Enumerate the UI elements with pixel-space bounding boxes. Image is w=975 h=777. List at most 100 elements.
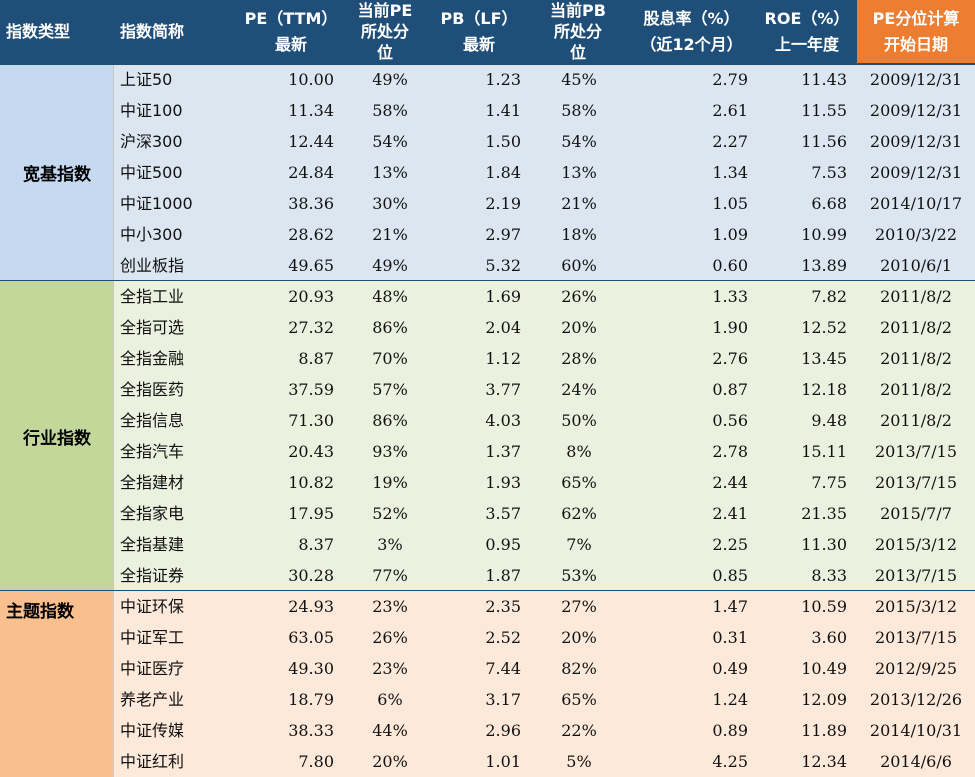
index-name: 中证500 <box>120 163 183 182</box>
pe-percentile: 70% <box>372 349 408 368</box>
pe-value: 17.95 <box>288 504 334 523</box>
index-name: 中证传媒 <box>120 721 185 740</box>
index-name: 中证环保 <box>120 597 185 616</box>
index-name: 全指医药 <box>120 380 185 399</box>
table-row <box>114 343 975 374</box>
dividend-yield: 1.34 <box>712 163 748 182</box>
pb-percentile: 65% <box>561 690 597 709</box>
table-row <box>114 126 975 157</box>
dividend-yield: 2.61 <box>712 101 748 120</box>
pb-percentile: 60% <box>561 256 597 275</box>
pb-value: 1.41 <box>485 101 521 120</box>
header-pb: PB（LF） 最新 <box>428 0 530 64</box>
pe-percentile: 6% <box>377 690 403 709</box>
header-dividend: 股息率（%） （近12个月） <box>626 0 757 64</box>
roe-value: 10.49 <box>801 659 847 678</box>
table-row <box>114 250 975 281</box>
pb-percentile: 21% <box>561 194 597 213</box>
pe-start-date: 2011/8/2 <box>880 287 952 306</box>
dividend-yield: 4.25 <box>712 752 748 771</box>
pb-percentile: 54% <box>561 132 597 151</box>
pe-start-date: 2015/3/12 <box>874 535 958 554</box>
dividend-yield: 0.89 <box>712 721 748 740</box>
pb-percentile: 62% <box>561 504 597 523</box>
dividend-yield: 0.49 <box>712 659 748 678</box>
pe-start-date: 2013/7/15 <box>874 628 958 647</box>
header-name-l1: 指数简称 <box>120 22 185 41</box>
table-row <box>114 188 975 219</box>
pb-percentile: 20% <box>561 318 597 337</box>
pb-value: 1.69 <box>485 287 521 306</box>
header-name: 指数简称 <box>114 0 240 64</box>
roe-value: 12.09 <box>801 690 847 709</box>
roe-value: 10.99 <box>801 225 847 244</box>
roe-value: 12.18 <box>801 380 847 399</box>
index-name: 全指工业 <box>120 287 185 306</box>
roe-value: 13.89 <box>801 256 847 275</box>
header-pe-l1: PE（TTM） <box>244 9 338 28</box>
header-pe-percentile-l3: 位 <box>376 43 393 62</box>
pe-value: 11.34 <box>288 101 334 120</box>
dividend-yield: 0.31 <box>712 628 748 647</box>
pe-value: 38.36 <box>288 194 334 213</box>
index-name: 中证1000 <box>120 194 193 213</box>
index-name: 中证军工 <box>120 628 185 647</box>
header-pb-l2: 最新 <box>462 35 495 54</box>
pb-percentile: 82% <box>561 659 597 678</box>
dividend-yield: 1.24 <box>712 690 748 709</box>
table-row <box>114 715 975 746</box>
roe-value: 11.43 <box>801 70 847 89</box>
table-row <box>114 436 975 467</box>
pb-value: 1.87 <box>485 566 521 585</box>
pe-start-date: 2009/12/31 <box>869 101 963 120</box>
roe-value: 8.33 <box>811 566 847 585</box>
index-name: 全指金融 <box>120 349 185 368</box>
dividend-yield: 0.85 <box>712 566 748 585</box>
pb-percentile: 13% <box>561 163 597 182</box>
dividend-yield: 2.76 <box>712 349 748 368</box>
index-name: 全指证券 <box>120 566 185 585</box>
dividend-yield: 2.27 <box>712 132 748 151</box>
roe-value: 11.89 <box>801 721 847 740</box>
pb-value: 1.37 <box>485 442 521 461</box>
pe-percentile: 49% <box>372 256 408 275</box>
pb-percentile: 24% <box>561 380 597 399</box>
group-theme-label: 主题指数 <box>0 591 114 777</box>
roe-value: 7.53 <box>811 163 847 182</box>
table-row <box>114 622 975 653</box>
pb-percentile: 58% <box>561 101 597 120</box>
pe-value: 10.00 <box>288 70 334 89</box>
pe-value: 49.30 <box>288 659 334 678</box>
table-row <box>114 157 975 188</box>
roe-value: 11.55 <box>801 101 847 120</box>
pe-start-date: 2015/7/7 <box>880 504 952 523</box>
pe-value: 8.87 <box>298 349 334 368</box>
header-pe-percentile-l2: 所处分 <box>360 22 409 41</box>
header-divider <box>0 63 975 65</box>
pe-percentile: 57% <box>372 380 408 399</box>
pe-percentile: 21% <box>372 225 408 244</box>
table-row <box>114 560 975 591</box>
table-row <box>114 591 975 622</box>
index-name: 养老产业 <box>120 690 185 709</box>
pe-start-date: 2011/8/2 <box>880 318 952 337</box>
index-name: 全指可选 <box>120 318 185 337</box>
dividend-yield: 2.41 <box>712 504 748 523</box>
pb-percentile: 28% <box>561 349 597 368</box>
pb-percentile: 65% <box>561 473 597 492</box>
header-pb-percentile: 当前PB 所处分位 <box>530 0 626 64</box>
pe-percentile: 19% <box>372 473 408 492</box>
pe-percentile: 77% <box>372 566 408 585</box>
pe-value: 30.28 <box>288 566 334 585</box>
table-row <box>114 219 975 250</box>
pb-value: 1.12 <box>485 349 521 368</box>
pb-percentile: 26% <box>561 287 597 306</box>
header-start-date-l2: 开始日期 <box>883 35 948 54</box>
pe-value: 71.30 <box>288 411 334 430</box>
pe-percentile: 23% <box>372 659 408 678</box>
header-pb-percentile-l3: 位 <box>569 43 586 62</box>
pe-value: 27.32 <box>288 318 334 337</box>
pe-percentile: 86% <box>372 318 408 337</box>
header-type-l1: 指数类型 <box>6 22 71 41</box>
pb-percentile: 22% <box>561 721 597 740</box>
